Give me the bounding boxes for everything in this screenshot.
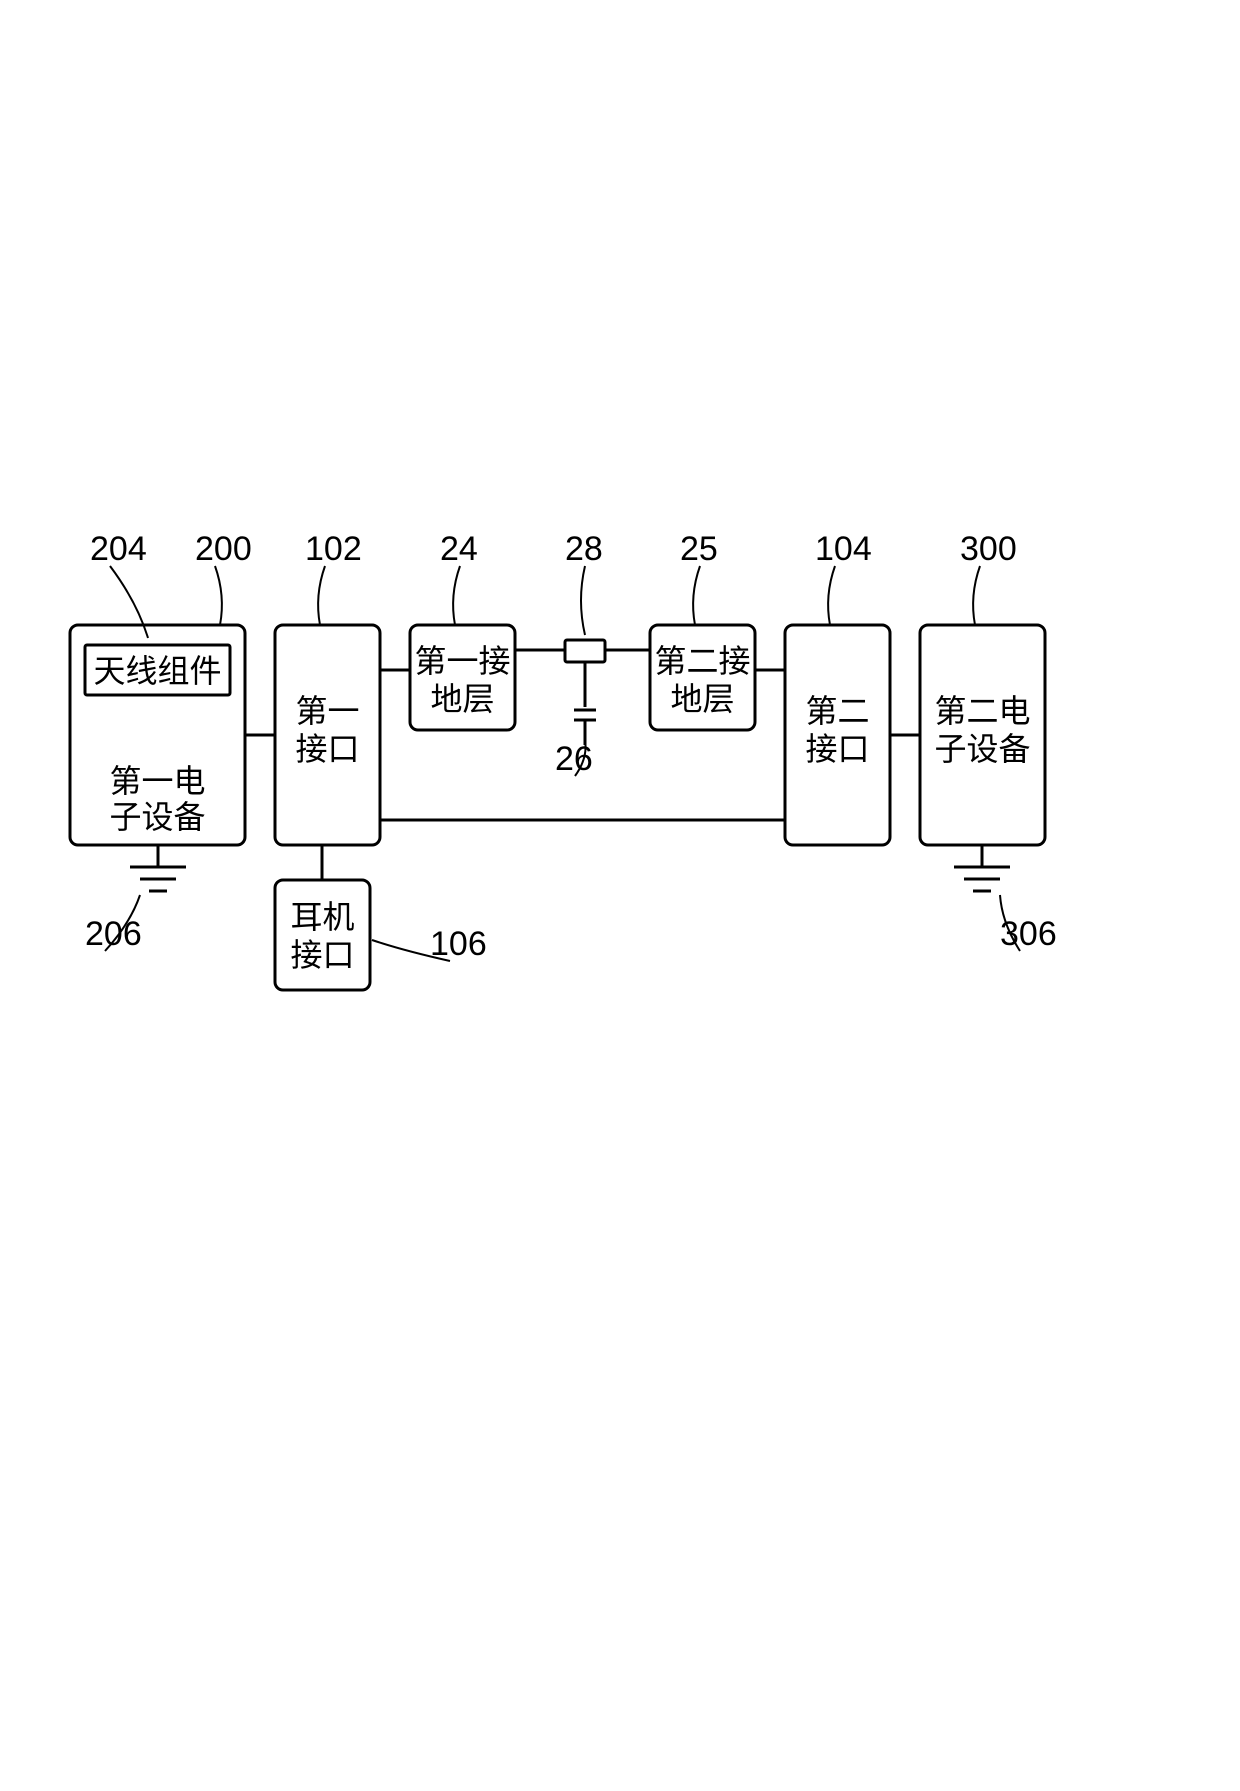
inductor bbox=[565, 640, 605, 662]
leader-r300 bbox=[973, 566, 980, 625]
ref-label-r102: 102 bbox=[305, 530, 362, 568]
node-label-gnd2-0: 第二接 bbox=[654, 643, 750, 679]
node-label-device1-0: 第一电 bbox=[109, 763, 205, 799]
ref-label-r28: 28 bbox=[565, 530, 603, 568]
node-label-port2-0: 第二 bbox=[805, 693, 869, 729]
node-label-device2-0: 第二电 bbox=[934, 693, 1030, 729]
node-label-port1-0: 第一 bbox=[295, 693, 359, 729]
leader-r102 bbox=[318, 566, 325, 625]
node-label-gnd1-1: 地层 bbox=[430, 681, 494, 717]
node-label-antenna-0: 天线组件 bbox=[93, 653, 221, 689]
leader-r24 bbox=[453, 566, 460, 625]
node-label-gnd2-1: 地层 bbox=[670, 681, 734, 717]
ref-label-r106: 106 bbox=[430, 925, 487, 963]
ref-label-r204: 204 bbox=[90, 530, 147, 568]
leader-r204 bbox=[110, 566, 148, 638]
ref-label-r24: 24 bbox=[440, 530, 478, 568]
ref-label-r300: 300 bbox=[960, 530, 1017, 568]
node-label-device1-1: 子设备 bbox=[109, 799, 205, 835]
leader-r200 bbox=[215, 566, 222, 625]
ref-label-r200: 200 bbox=[195, 530, 252, 568]
node-label-earphone-1: 接口 bbox=[290, 937, 354, 973]
ref-label-r206: 206 bbox=[85, 915, 142, 953]
node-label-port2-1: 接口 bbox=[805, 731, 869, 767]
node-label-gnd1-0: 第一接 bbox=[414, 643, 510, 679]
node-earphone bbox=[275, 880, 370, 990]
leader-r28 bbox=[581, 566, 585, 635]
node-label-device2-1: 子设备 bbox=[934, 731, 1030, 767]
block-diagram: 第一电子设备天线组件第一接口第一接地层第二接地层第二接口第二电子设备耳机接口20… bbox=[0, 0, 1240, 1791]
ref-label-r25: 25 bbox=[680, 530, 718, 568]
ref-label-r104: 104 bbox=[815, 530, 872, 568]
leader-r25 bbox=[693, 566, 700, 625]
ref-label-r26: 26 bbox=[555, 740, 593, 778]
ref-label-r306: 306 bbox=[1000, 915, 1057, 953]
leader-r104 bbox=[828, 566, 835, 625]
node-label-port1-1: 接口 bbox=[295, 731, 359, 767]
node-label-earphone-0: 耳机 bbox=[290, 899, 354, 935]
